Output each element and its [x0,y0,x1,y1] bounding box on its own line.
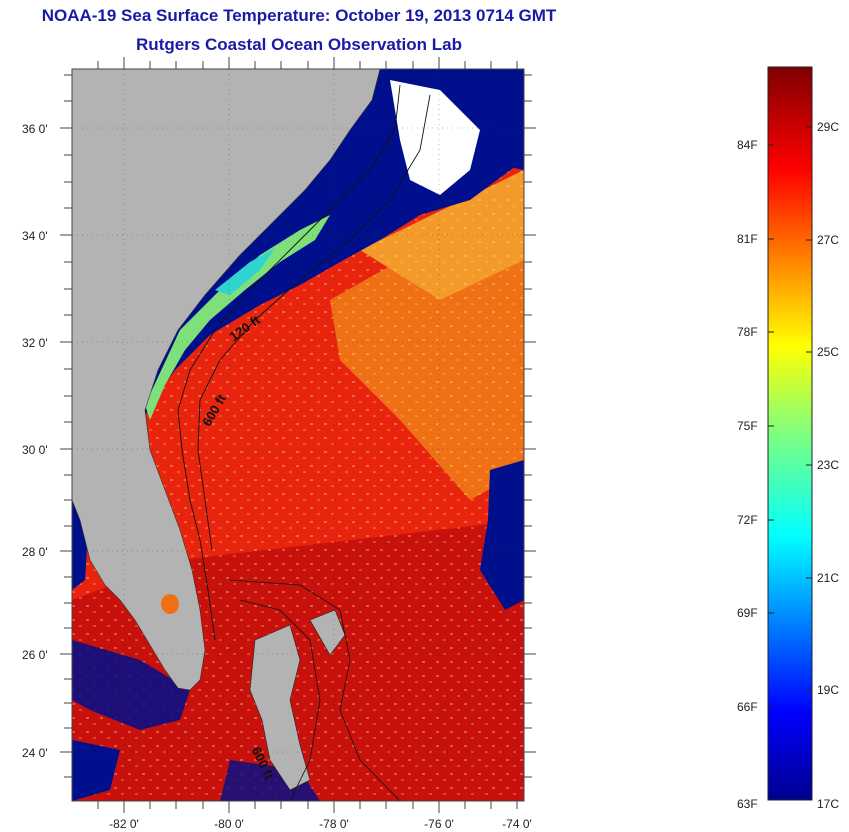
map-subtitle: Rutgers Coastal Ocean Observation Lab [136,35,462,54]
map-grid [72,69,524,801]
lat-label: 34 0' [22,229,48,243]
cloud-cover [480,460,524,610]
colorbar-celsius-label: 25C [817,345,839,359]
no-data-area [390,80,480,195]
lon-label: -78 0' [319,817,349,831]
colorbar-celsius-label: 23C [817,458,839,472]
colorbar-fahrenheit-label: 78F [737,325,758,339]
colorbar-celsius-label: 29C [817,120,839,134]
colorbar-fahrenheit-label: 84F [737,138,758,152]
colorbar-fahrenheit-label: 75F [737,419,758,433]
lat-label: 30 0' [22,443,48,457]
colorbar-celsius-label: 19C [817,683,839,697]
colorbar-ticks [768,126,812,708]
cloud-cover [72,640,190,730]
cloud-cover [490,120,524,170]
bahamas-land [249,624,311,791]
contour-120ft [177,84,401,641]
contour-bahamas [229,579,401,801]
cloud-cover [72,740,120,801]
land-mass [72,69,381,691]
lake-okeechobee [161,594,179,614]
colorbar-celsius-label: 27C [817,233,839,247]
colorbar-celsius-label: 21C [817,571,839,585]
colorbar-fahrenheit-label: 63F [737,797,758,811]
map-frame [71,68,525,802]
contour-600ft [197,94,431,551]
lon-label: -76 0' [424,817,454,831]
lat-label: 28 0' [22,545,48,559]
sst-image: 120 ft 600 ft 600 ft [72,69,524,801]
lat-label: 24 0' [22,746,48,760]
lat-label: 26 0' [22,648,48,662]
cool-coastal-water [145,215,330,420]
map-title: NOAA-19 Sea Surface Temperature: October… [41,6,557,25]
lon-label: -80 0' [214,817,244,831]
axis-ticks [60,57,536,813]
colorbar [767,66,813,801]
lat-label: 32 0' [22,336,48,350]
cool-coastal-water [215,248,275,295]
lat-label: 36 0' [22,122,48,136]
colorbar-fahrenheit-label: 69F [737,606,758,620]
colorbar-fahrenheit-label: 66F [737,700,758,714]
colorbar-celsius-label: 17C [817,797,839,811]
colorbar-fahrenheit-label: 81F [737,232,758,246]
lon-label: -82 0' [109,817,139,831]
lon-label: -74 0' [502,817,532,831]
contour-bahamas [239,599,321,801]
colorbar-fahrenheit-label: 72F [737,513,758,527]
